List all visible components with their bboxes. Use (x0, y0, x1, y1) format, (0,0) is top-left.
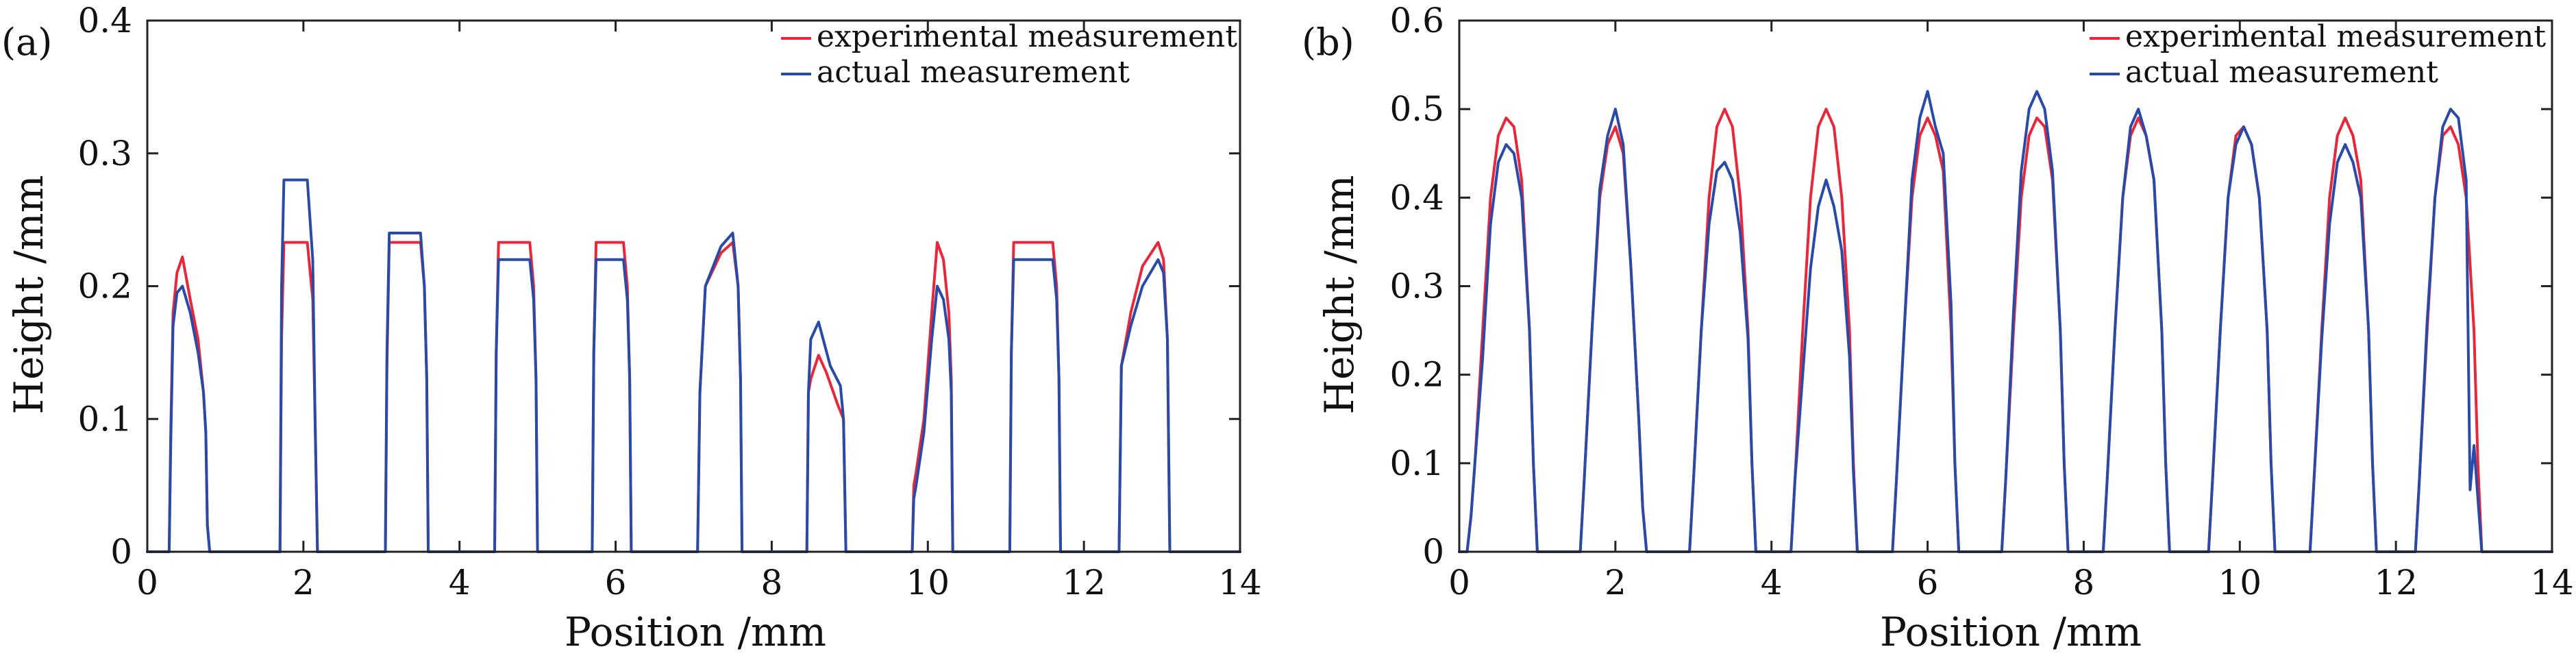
axis-frame-b (1458, 19, 2553, 553)
axis-frame-a (146, 19, 1241, 553)
y-tick-label-b-1: 0.1 (1389, 443, 1444, 483)
series-line-actual-a (146, 178, 1241, 553)
y-tick-label-b-3: 0.3 (1389, 267, 1444, 306)
y-axis-label-a: Height /mm (5, 175, 52, 414)
x-tick-label-b-2: 4 (1761, 563, 1783, 602)
y-tick-label-b-6: 0.6 (1389, 1, 1444, 40)
x-tick-label-b-6: 12 (2374, 563, 2418, 602)
legend-label-experimental-a: experimental measurement (817, 19, 1237, 54)
legend-b: experimental measurement actual measurem… (2090, 19, 2546, 90)
panel-a: (a) Height /mm Position /mm 0 2 4 6 8 10 12 140… (1, 1, 1262, 655)
x-tick-label-b-7: 14 (2530, 563, 2574, 602)
legend-label-experimental-b: experimental measurement (2125, 19, 2546, 54)
series-line-experimental-a (146, 241, 1241, 553)
y-tick-label-b-4: 0.4 (1389, 178, 1444, 217)
x-tick-label-a-6: 12 (1062, 563, 1106, 602)
plot-area-a (146, 178, 1241, 553)
legend-label-actual-b: actual measurement (2125, 55, 2438, 90)
y-axis-label-b: Height /mm (1316, 175, 1363, 414)
x-tick-label-a-1: 2 (293, 563, 314, 602)
legend-a: experimental measurement actual measurem… (781, 19, 1237, 90)
panel-label-a: (a) (1, 21, 52, 64)
x-tick-label-b-5: 10 (2218, 563, 2262, 602)
y-tick-label-a-2: 0.2 (77, 267, 132, 306)
panel-label-b: (b) (1302, 21, 1354, 64)
x-tick-label-a-5: 10 (906, 563, 950, 602)
x-tick-label-b-3: 6 (1917, 563, 1939, 602)
x-tick-label-a-4: 8 (761, 563, 783, 602)
y-tick-label-b-2: 0.2 (1389, 355, 1444, 395)
x-tick-label-b-1: 2 (1605, 563, 1626, 602)
y-tick-label-a-4: 0.4 (77, 1, 132, 40)
x-tick-label-a-2: 4 (449, 563, 471, 602)
axis-ticks-a: 0 2 4 6 8 10 12 14 0 0.1 0.2 0.3 0.4 (77, 1, 1261, 602)
x-axis-label-b: Position /mm (1880, 609, 2142, 655)
y-tick-label-b-5: 0.5 (1389, 89, 1444, 129)
y-tick-label-a-3: 0.3 (77, 134, 132, 173)
x-tick-label-b-4: 8 (2073, 563, 2095, 602)
x-tick-label-a-7: 14 (1218, 563, 1262, 602)
x-tick-label-a-3: 6 (605, 563, 627, 602)
x-tick-label-b-0: 0 (1448, 563, 1470, 602)
x-axis-label-a: Position /mm (565, 609, 826, 655)
legend-label-actual-a: actual measurement (817, 55, 1130, 90)
x-tick-label-a-0: 0 (136, 563, 158, 602)
y-tick-label-a-1: 0.1 (77, 399, 132, 439)
y-tick-label-b-0: 0 (1422, 532, 1444, 572)
y-tick-label-a-0: 0 (110, 532, 132, 572)
axis-ticks-b: 0 2 4 6 8 10 12 14 0 0.1 0.2 0.3 0.4 0.5 0.6 (1389, 1, 2573, 602)
series-line-actual-b (1458, 90, 2553, 553)
panel-b: (b) Height /mm Position /mm 0 2 4 6 8 10 12 140… (1302, 1, 2574, 655)
plot-area-b (1458, 90, 2553, 553)
